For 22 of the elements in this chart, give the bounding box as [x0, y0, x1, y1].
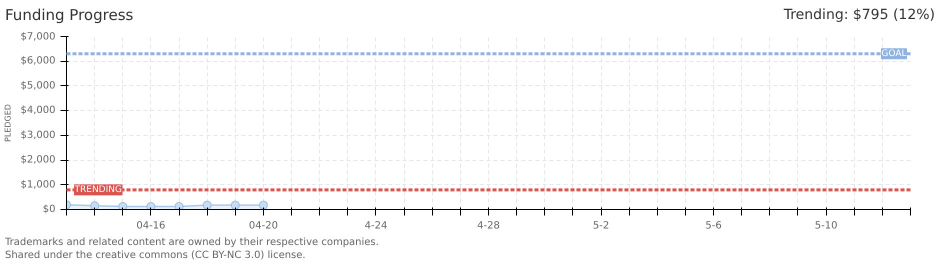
- text: Shared under the creative commons (CC BY-NC 3.0) license.: [5, 250, 306, 262]
- x-tick-label: 04-20: [248, 220, 278, 232]
- y-tick-label: $4,000: [20, 106, 56, 117]
- chart-title: Funding Progress: [5, 5, 134, 26]
- y-tick-label: $1,000: [20, 180, 56, 191]
- y-tick-label: $3,000: [20, 130, 56, 142]
- x-tick-label: 04-16: [136, 220, 166, 232]
- y-tick-label: $2,000: [20, 154, 56, 166]
- x-tick-label: 4-28: [477, 220, 500, 232]
- x-tick-label: 5-10: [814, 220, 838, 232]
- ref-line-label: GOAL: [881, 49, 907, 60]
- text: Trademarks and related content are owned by their respective companies.: [5, 237, 379, 248]
- y-tick-label: $5,000: [20, 80, 56, 92]
- x-tick-label: 5-2: [592, 220, 610, 232]
- y-axis-title: PLEDGED: [4, 104, 13, 142]
- y-tick-label: $7,000: [20, 32, 56, 43]
- x-tick-label: 4-24: [364, 220, 388, 232]
- ref-line-label: TRENDING: [74, 185, 122, 196]
- text: Trending: $795 (12%): [784, 6, 935, 25]
- x-tick-label: 5-6: [705, 220, 722, 232]
- y-tick-label: $0: [42, 204, 56, 216]
- y-tick-label: $6,000: [20, 56, 56, 68]
